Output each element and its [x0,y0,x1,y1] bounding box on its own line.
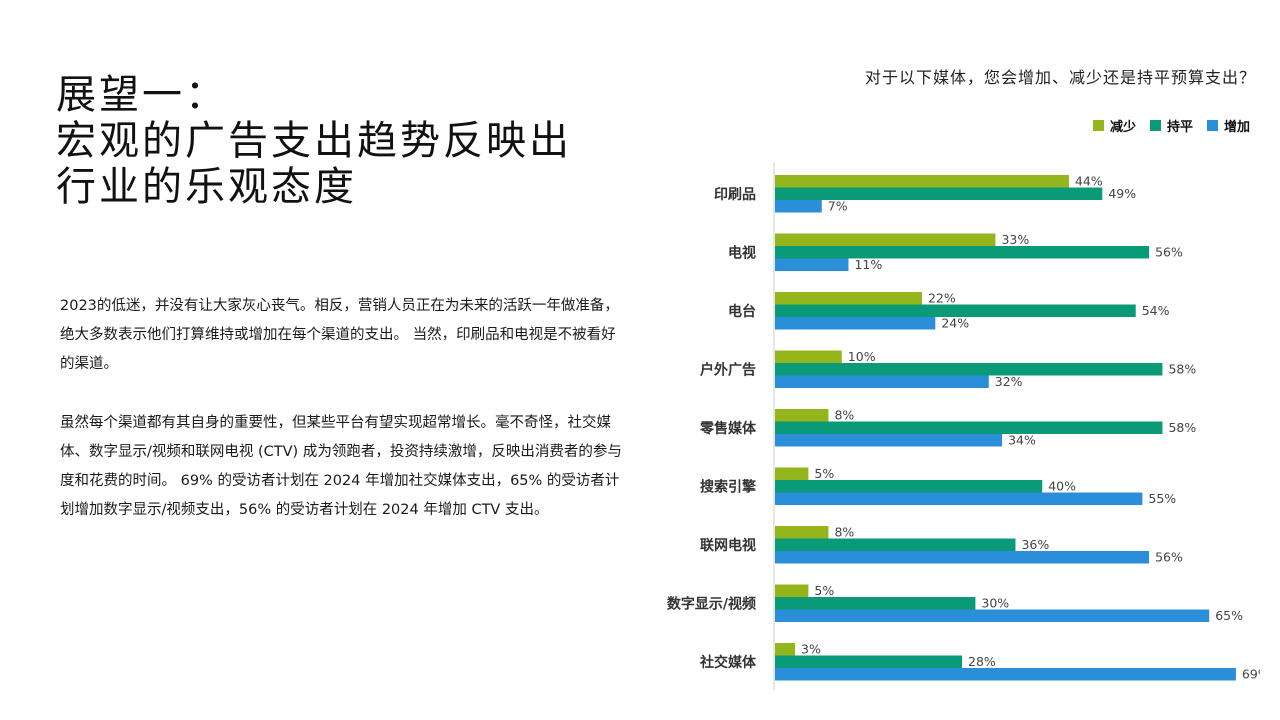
chart-title: 对于以下媒体，您会增加、减少还是持平预算支出？ [864,68,1256,87]
data-label: 10% [848,349,876,364]
data-label: 56% [1155,550,1183,565]
category-label: 电台 [728,303,756,320]
data-label: 24% [941,316,969,331]
bar [775,434,1003,447]
category-label: 户外广告 [700,361,756,378]
data-label: 65% [1215,608,1243,623]
category-label: 印刷品 [714,186,756,203]
bar [775,409,829,422]
data-label: 49% [1108,186,1136,201]
bar [775,246,1150,259]
chart-legend: 减少 持平 增加 [1092,116,1250,135]
data-label: 3% [801,642,821,657]
legend-item-0: 减少 [1092,116,1136,135]
category-label: 社交媒体 [699,654,757,671]
bar [775,200,822,213]
category-label: 电视 [728,244,756,261]
legend-label: 减少 [1109,120,1136,135]
data-label: 69% [1242,667,1260,682]
bar [775,668,1236,681]
bar [775,258,849,271]
bar [775,421,1163,434]
legend-swatch [1092,120,1104,131]
data-label: 11% [854,257,882,272]
page-title-line1: 展望一： [56,72,228,118]
bar [775,363,1163,376]
bar [775,526,829,539]
bar [775,304,1136,317]
bar [775,609,1210,622]
legend-label: 持平 [1166,120,1193,135]
data-label: 5% [814,466,834,481]
data-label: 44% [1075,174,1103,189]
bar [775,187,1103,200]
category-label: 数字显示/视频 [667,595,756,612]
data-label: 40% [1048,479,1076,494]
bar [775,597,976,610]
body-paragraph-1: 2023的低迷，并没有让大家灰心丧气。相反，营销人员正在为未来的活跃一年做准备，… [60,298,619,372]
bar [775,655,963,668]
body-text: 2023的低迷，并没有让大家灰心丧气。相反，营销人员正在为未来的活跃一年做准备，… [60,292,626,555]
data-label: 22% [928,291,956,306]
legend-item-1: 持平 [1149,116,1193,135]
data-label: 8% [834,408,854,423]
bar [775,643,796,656]
category-label: 搜索引擎 [700,478,756,495]
bar [775,584,809,597]
page-title-line3: 行业的乐观态度 [56,164,357,210]
data-label: 5% [814,583,834,598]
bar [775,538,1016,551]
data-label: 56% [1155,245,1183,260]
data-label: 33% [1001,232,1029,247]
legend-label: 增加 [1223,120,1250,135]
data-label: 7% [828,199,848,214]
bar [775,350,842,363]
bar [775,317,936,330]
data-label: 28% [968,654,996,669]
body-paragraph-2: 虽然每个渠道都有其自身的重要性，但某些平台有望实现超常增长。毫不奇怪，社交媒体、… [60,415,622,518]
data-label: 58% [1168,362,1196,377]
legend-swatch [1206,120,1218,131]
data-label: 58% [1168,420,1196,435]
bar [775,551,1150,564]
bar [775,175,1069,188]
data-label: 32% [995,374,1023,389]
legend-item-2: 增加 [1206,116,1250,135]
page-title: 展望一： 宏观的广告支出趋势反映出 行业的乐观态度 [56,72,656,210]
data-label: 54% [1142,303,1170,318]
data-label: 30% [981,596,1009,611]
data-label: 55% [1148,491,1176,506]
data-label: 34% [1008,433,1036,448]
bar [775,292,922,305]
bar [775,480,1043,493]
page-title-line2: 宏观的广告支出趋势反映出 [56,118,572,164]
bar [775,233,996,246]
bar [775,467,809,480]
legend-swatch [1149,120,1161,131]
bar [775,492,1143,505]
bar [775,375,989,388]
category-label: 联网电视 [700,537,756,554]
category-label: 零售媒体 [699,420,757,437]
bar-chart: 印刷品 44% 49% 7% 电视 33% 56% 11% 电台 22% 54% 24% 户外广告 10%… [667,162,1260,690]
data-label: 8% [834,525,854,540]
data-label: 36% [1021,537,1049,552]
